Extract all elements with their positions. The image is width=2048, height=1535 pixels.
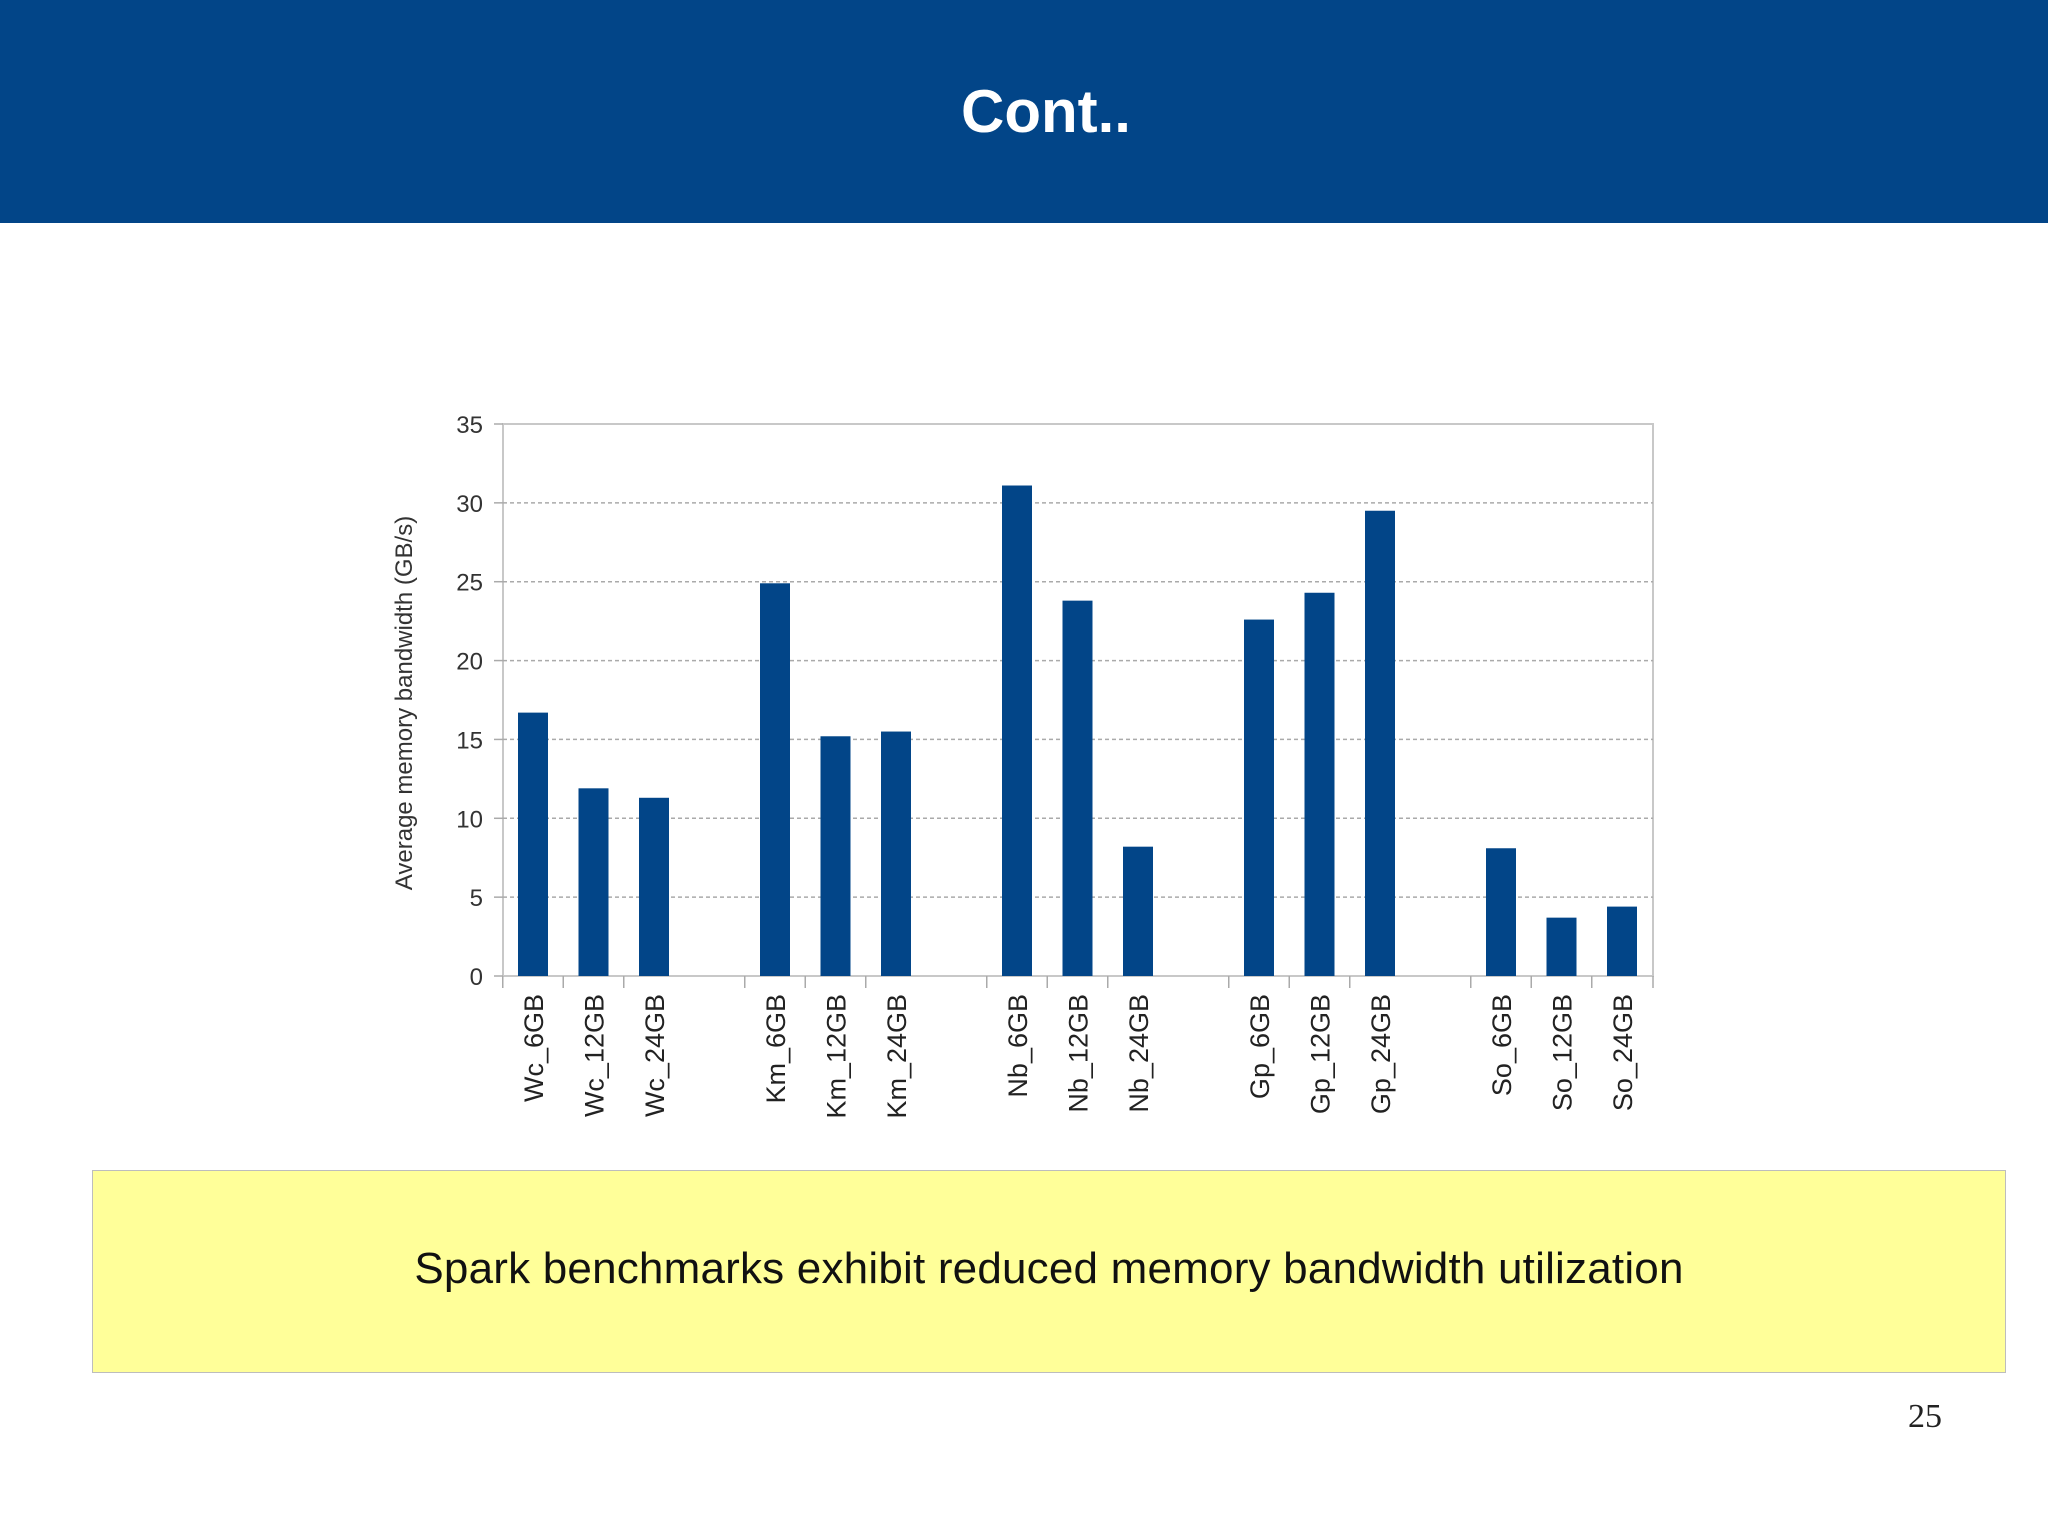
- y-tick-label: 10: [456, 806, 483, 833]
- x-tick-label: Nb_12GB: [1064, 994, 1094, 1113]
- y-tick-label: 5: [470, 885, 483, 912]
- x-tick-label: Km_6GB: [761, 994, 791, 1104]
- x-tick-label: Gp_6GB: [1245, 994, 1275, 1099]
- y-axis-label: Average memory bandwidth (GB/s): [391, 516, 418, 890]
- bar: [1546, 917, 1577, 976]
- x-tick-label: Nb_6GB: [1003, 994, 1033, 1098]
- y-tick-label: 30: [456, 491, 483, 518]
- y-tick-label: 15: [456, 727, 483, 754]
- title-banner: Cont..: [0, 0, 2048, 223]
- y-tick-label: 0: [470, 964, 483, 991]
- x-tick-label: Wc_24GB: [640, 994, 670, 1117]
- x-tick-label: So_12GB: [1548, 994, 1578, 1111]
- y-tick-label: 25: [456, 570, 483, 597]
- bar: [1486, 848, 1516, 976]
- y-tick-label: 35: [456, 412, 483, 439]
- bar: [1123, 846, 1153, 976]
- x-tick-label: Wc_6GB: [519, 994, 549, 1102]
- bar: [518, 712, 548, 976]
- bar: [1062, 600, 1093, 976]
- x-tick-label: Wc_12GB: [580, 994, 610, 1117]
- bar: [1244, 619, 1274, 976]
- x-tick-label: Nb_24GB: [1124, 994, 1154, 1113]
- x-tick-label: Gp_24GB: [1366, 994, 1396, 1114]
- bar: [578, 788, 609, 976]
- bar-chart: 0 5 10 15 20 25 30 35 Average memory bandwidth (…: [391, 412, 1654, 1119]
- page-number: 25: [1908, 1398, 1942, 1435]
- bar: [639, 797, 669, 976]
- bar: [1304, 592, 1335, 976]
- caption-box: Spark benchmarks exhibit reduced memory …: [92, 1170, 2006, 1373]
- slide-title: Cont..: [961, 78, 1131, 145]
- x-tick-label: Km_12GB: [822, 994, 852, 1119]
- bar: [881, 731, 911, 976]
- x-tick-label: Gp_12GB: [1306, 994, 1336, 1114]
- bar: [1002, 485, 1032, 976]
- x-tick-label: So_24GB: [1608, 994, 1638, 1111]
- bar: [760, 583, 790, 976]
- bar: [1365, 510, 1395, 976]
- x-tick-label: So_6GB: [1487, 994, 1517, 1096]
- x-tick-label: Km_24GB: [882, 994, 912, 1119]
- y-tick-label: 20: [456, 649, 483, 676]
- caption-text: Spark benchmarks exhibit reduced memory …: [414, 1244, 1684, 1293]
- bar: [820, 736, 851, 976]
- bar: [1607, 906, 1637, 976]
